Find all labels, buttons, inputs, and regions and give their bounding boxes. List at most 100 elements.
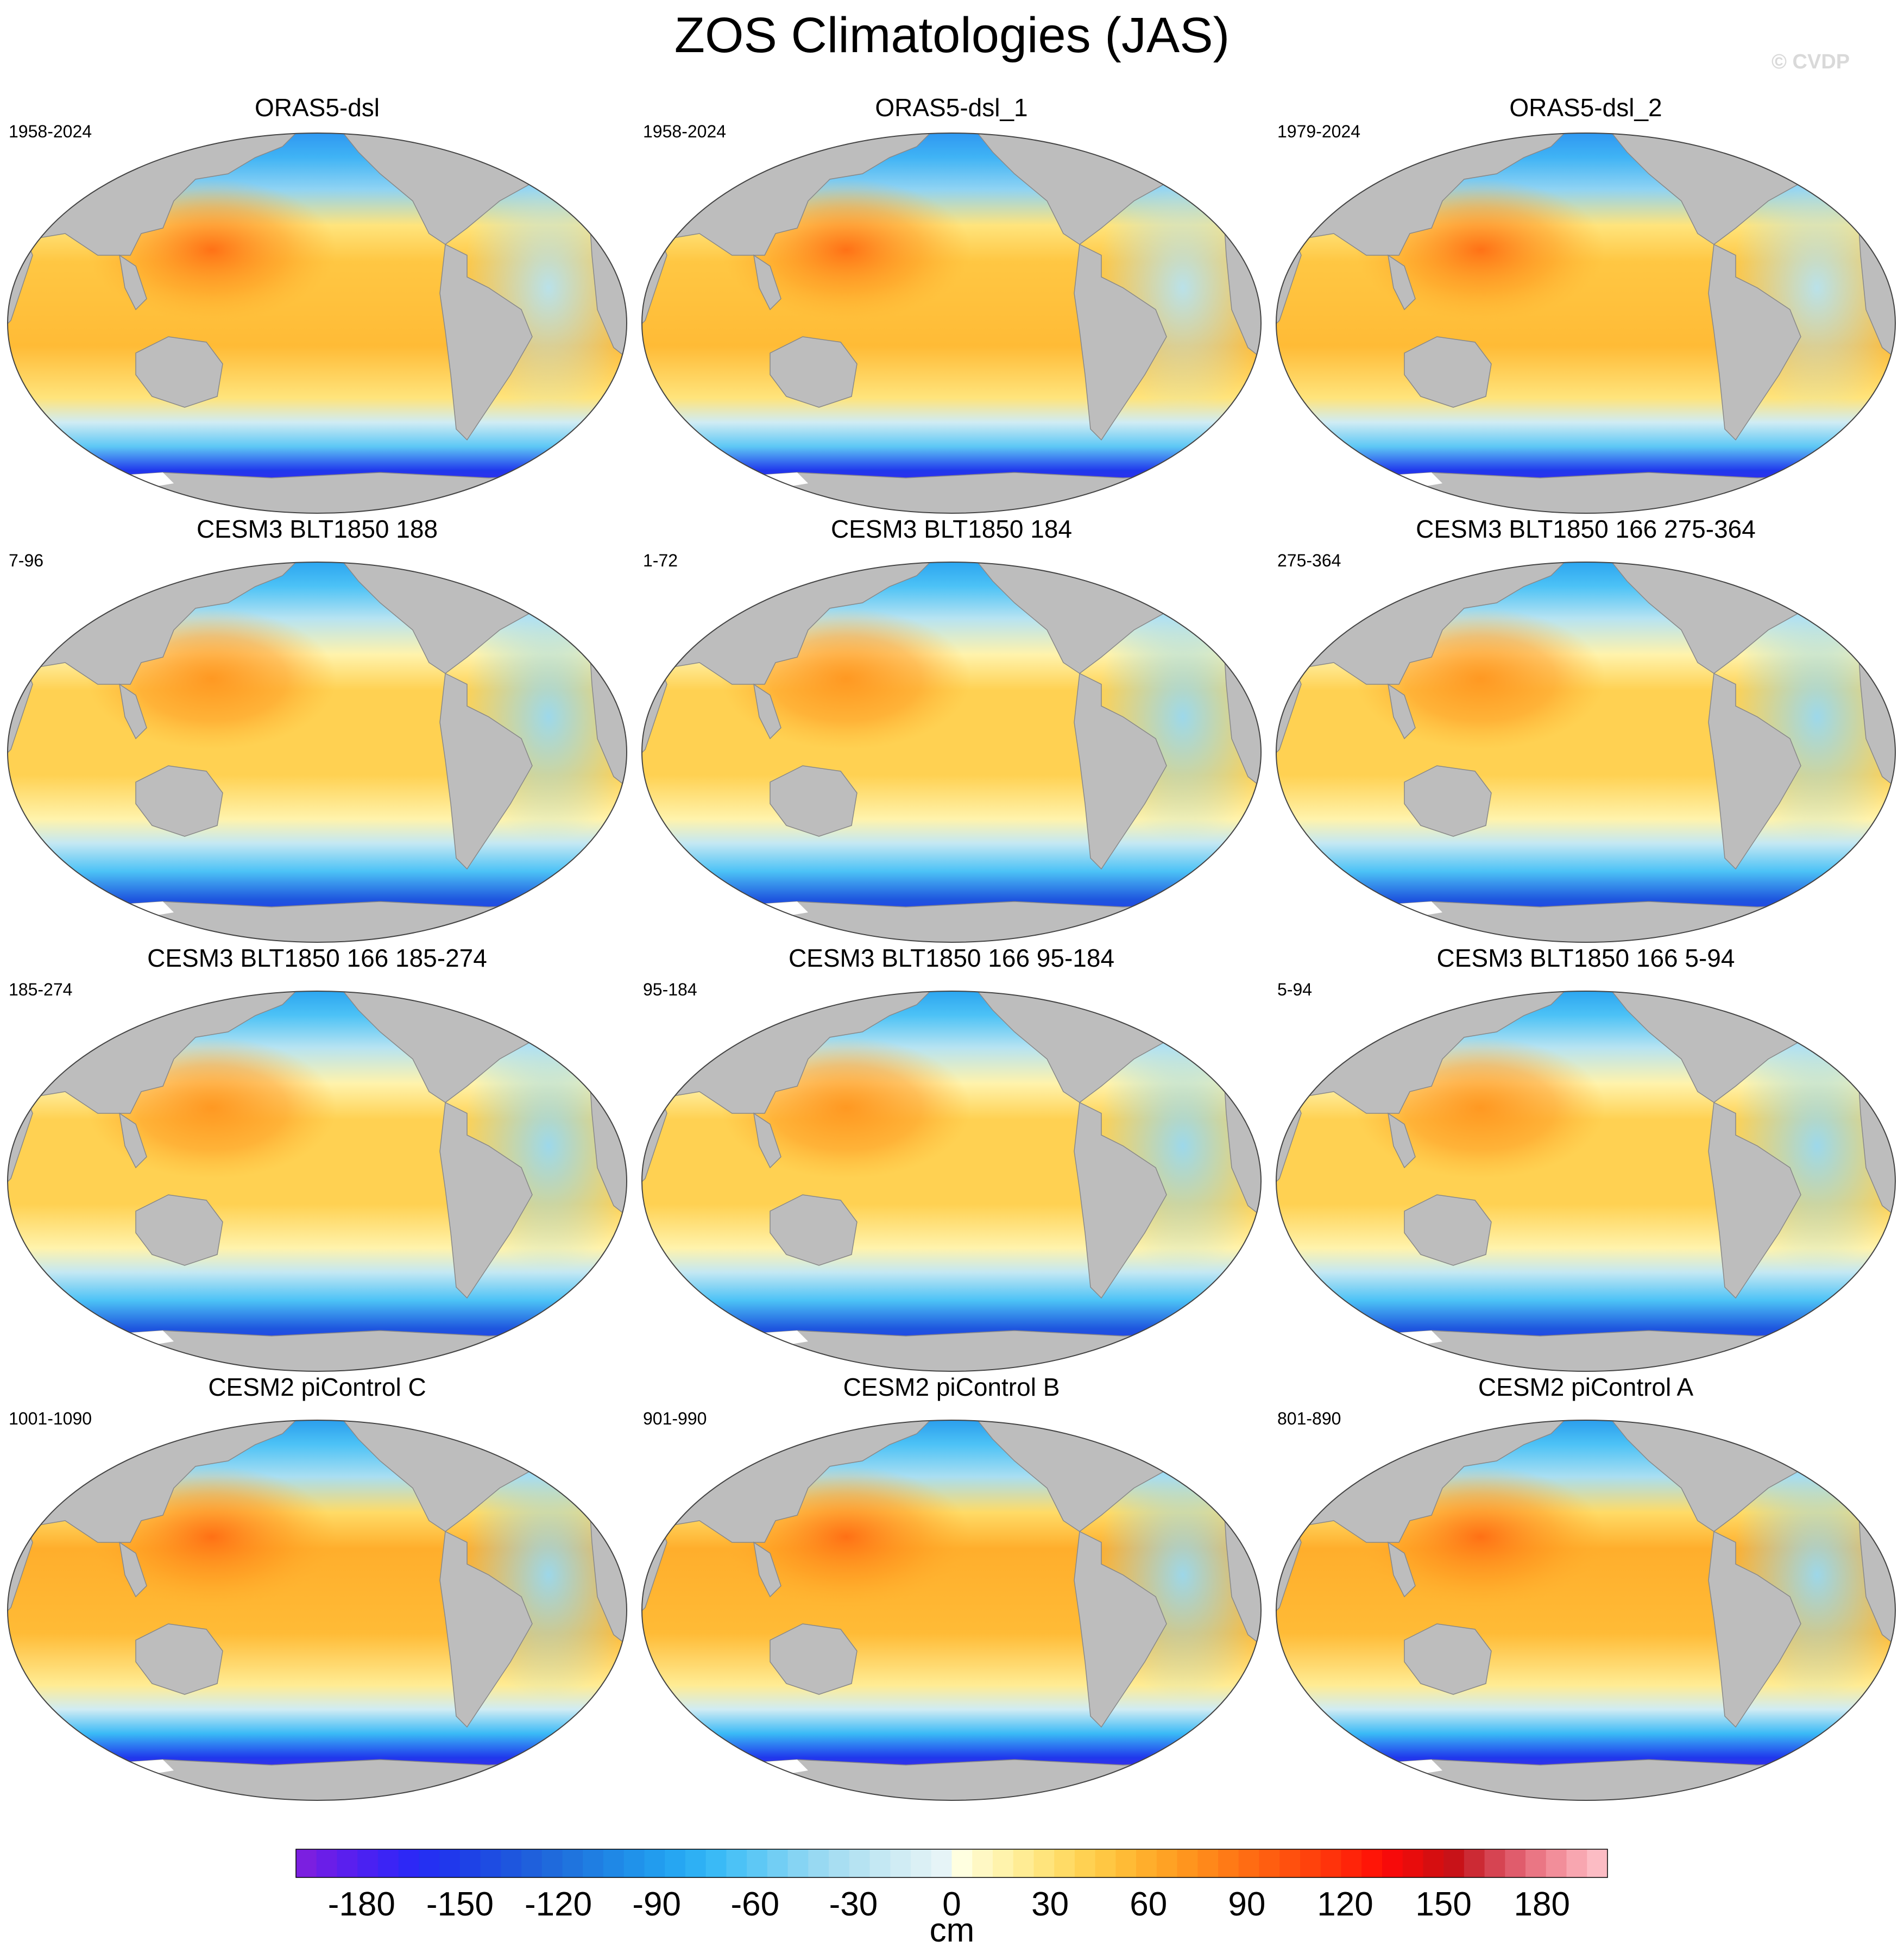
colorbar-swatch (869, 1849, 891, 1877)
colorbar-tick-label: -150 (426, 1886, 494, 1923)
colorbar-swatch (911, 1849, 932, 1877)
colorbar-swatch (1402, 1849, 1423, 1877)
panel-year-range: 7-96 (9, 551, 44, 570)
colorbar-swatch (890, 1849, 911, 1877)
colorbar-swatch (1033, 1849, 1055, 1877)
map-panel: CESM2 piControl B 901-990 (634, 1373, 1269, 1814)
colorbar-swatch (931, 1849, 952, 1877)
robinson-map (1276, 991, 1896, 1372)
panel-year-range: 1-72 (643, 551, 678, 570)
colorbar-swatch (1054, 1849, 1075, 1877)
panel-title: CESM2 piControl B (843, 1373, 1060, 1401)
colorbar-swatch (992, 1849, 1014, 1877)
robinson-map (641, 1420, 1262, 1801)
map-panel: CESM3 BLT1850 166 5-94 5-94 (1269, 944, 1903, 1385)
robinson-map (7, 991, 627, 1372)
robinson-map (1276, 1420, 1896, 1801)
map-panel: ORAS5-dsl_1 1958-2024 (634, 92, 1269, 527)
colorbar-swatch (1197, 1849, 1219, 1877)
colorbar-swatch (501, 1849, 522, 1877)
panel-title: CESM2 piControl C (208, 1373, 426, 1401)
colorbar-swatch (1013, 1849, 1034, 1877)
colorbar-tick-label: 90 (1228, 1886, 1265, 1923)
map-outline (7, 562, 627, 943)
colorbar-swatch (1382, 1849, 1403, 1877)
map-outline (1276, 1420, 1896, 1801)
panel-title: ORAS5-dsl (254, 93, 380, 122)
colorbar-swatch (603, 1849, 625, 1877)
colorbar-tick-label: 180 (1514, 1886, 1570, 1923)
colorbar-swatch (337, 1849, 358, 1877)
map-outline (641, 991, 1262, 1372)
map-outline (1276, 991, 1896, 1372)
colorbar-swatch (705, 1849, 727, 1877)
robinson-map (641, 133, 1262, 514)
robinson-map (641, 562, 1262, 943)
colorbar-swatch (1484, 1849, 1505, 1877)
map-outline (7, 133, 627, 514)
panel-year-range: 1979-2024 (1277, 122, 1361, 141)
page-title: ZOS Climatologies (JAS) (674, 8, 1230, 63)
panel-title: CESM3 BLT1850 188 (196, 515, 438, 543)
map-outline (1276, 562, 1896, 943)
panel-year-range: 1958-2024 (643, 122, 727, 141)
colorbar-swatch (1443, 1849, 1465, 1877)
map-outline (7, 991, 627, 1372)
robinson-map (641, 991, 1262, 1372)
panel-title: CESM2 piControl A (1478, 1373, 1694, 1401)
panel-year-range: 901-990 (643, 1409, 707, 1428)
colorbar-swatch (398, 1849, 419, 1877)
robinson-map (7, 133, 627, 514)
robinson-map (7, 1420, 627, 1801)
map-panel: ORAS5-dsl 1958-2024 (0, 92, 634, 527)
colorbar-swatch (1546, 1849, 1567, 1877)
colorbar-swatch (1074, 1849, 1096, 1877)
map-outline (641, 133, 1262, 514)
map-panel: CESM3 BLT1850 166 275-364 275-364 (1269, 515, 1903, 956)
colorbar-swatch (1566, 1849, 1587, 1877)
colorbar-swatch (1136, 1849, 1157, 1877)
colorbar-swatch (1115, 1849, 1137, 1877)
colorbar-swatch (1320, 1849, 1341, 1877)
panel-year-range: 1958-2024 (9, 122, 92, 141)
colorbar-units-label: cm (929, 1912, 975, 1949)
colorbar-swatch (1279, 1849, 1301, 1877)
colorbar-swatch (747, 1849, 768, 1877)
panel-title: CESM3 BLT1850 184 (830, 515, 1073, 543)
panel-title: ORAS5-dsl_2 (1509, 93, 1662, 122)
panel-year-range: 185-274 (9, 980, 73, 999)
colorbar-tick-label: 60 (1130, 1886, 1167, 1923)
colorbar-swatch (665, 1849, 686, 1877)
colorbar-swatch (808, 1849, 829, 1877)
map-panel: CESM3 BLT1850 166 185-274 185-274 (0, 944, 634, 1385)
colorbar-swatch (459, 1849, 481, 1877)
colorbar-swatch (1587, 1849, 1608, 1877)
colorbar-swatch (521, 1849, 543, 1877)
colorbar-frame (295, 1849, 1608, 1878)
colorbar-swatch (1423, 1849, 1444, 1877)
colorbar-swatch (480, 1849, 501, 1877)
colorbar-tick-label: 30 (1031, 1886, 1069, 1923)
colorbar-tick-label: 0 (942, 1886, 961, 1923)
map-panel: ORAS5-dsl_2 1979-2024 (1269, 92, 1903, 527)
map-outline (641, 562, 1262, 943)
colorbar-swatch (357, 1849, 379, 1877)
cvdp-watermark: © CVDP (1771, 51, 1850, 73)
colorbar-swatch (1095, 1849, 1116, 1877)
colorbar-swatch (1300, 1849, 1321, 1877)
map-outline (641, 1420, 1262, 1801)
panel-year-range: 95-184 (643, 980, 697, 999)
colorbar-tick-label: 120 (1317, 1886, 1373, 1923)
colorbar-swatch (1218, 1849, 1239, 1877)
robinson-map (1276, 562, 1896, 943)
panel-year-range: 275-364 (1277, 551, 1341, 570)
colorbar-swatch (1341, 1849, 1362, 1877)
colorbar-swatch (951, 1849, 973, 1877)
robinson-map (1276, 133, 1896, 514)
colorbar-swatch (1156, 1849, 1178, 1877)
colorbar-tick-label: -90 (632, 1886, 681, 1923)
colorbar-swatch (972, 1849, 993, 1877)
colorbar-tick-label: -30 (829, 1886, 878, 1923)
colorbar-swatch (377, 1849, 399, 1877)
map-panel: CESM3 BLT1850 188 7-96 (0, 515, 634, 956)
